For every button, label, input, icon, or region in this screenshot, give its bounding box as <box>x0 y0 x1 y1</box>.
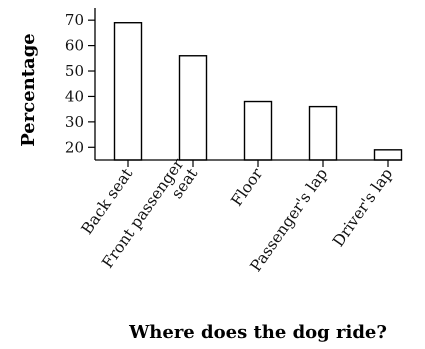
x-category-label-line: Driver's lap <box>329 165 396 250</box>
bar <box>308 105 338 161</box>
bar <box>243 100 273 161</box>
y-axis-title: Percentage <box>18 33 39 147</box>
y-tick-label: 60 <box>65 37 84 55</box>
y-tick-label: 20 <box>65 138 84 156</box>
x-category-label: Front passengerseat <box>98 155 201 282</box>
bar <box>178 55 208 161</box>
y-tick-label: 50 <box>65 62 84 80</box>
x-category-label: Driver's lap <box>329 165 396 250</box>
x-axis-title: Where does the dog ride? <box>128 322 387 343</box>
x-category-label-line: Floor <box>228 164 267 209</box>
y-tick-label: 70 <box>65 11 84 29</box>
y-tick-label: 30 <box>65 113 84 131</box>
y-tick-label: 40 <box>65 87 84 105</box>
x-category-label-line: Front passenger <box>98 155 187 272</box>
y-axis-ticks: 20 30 40 50 60 70 <box>65 11 95 156</box>
x-category-label: Floor <box>228 164 267 209</box>
bars <box>113 22 403 167</box>
bar <box>373 149 403 161</box>
bar <box>113 22 143 161</box>
